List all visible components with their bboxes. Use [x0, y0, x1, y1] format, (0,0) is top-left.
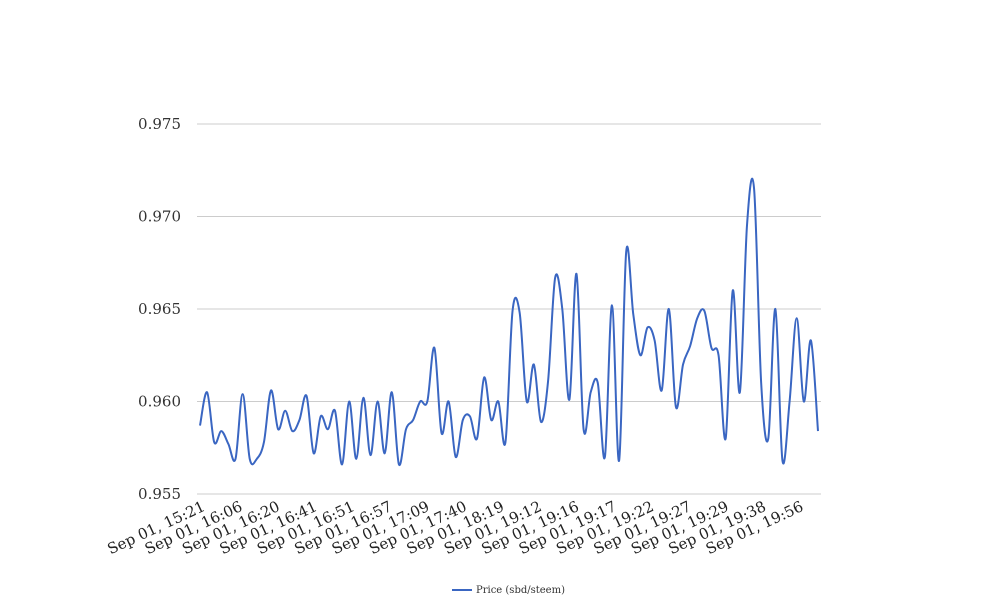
legend: Price (sbd/steem): [452, 585, 565, 596]
gridlines: [197, 123, 821, 495]
y-tick-label: 0.955: [138, 485, 181, 503]
series-lines: [199, 177, 819, 466]
y-axis-tick-labels: 0.955 0.960 0.965 0.970 0.975: [138, 115, 181, 503]
y-tick-label: 0.960: [138, 393, 181, 411]
y-tick-label: 0.965: [138, 300, 181, 318]
legend-label: Price (sbd/steem): [476, 585, 565, 596]
y-tick-label: 0.975: [138, 115, 181, 133]
series-line: [199, 177, 819, 466]
y-tick-label: 0.970: [138, 208, 181, 226]
